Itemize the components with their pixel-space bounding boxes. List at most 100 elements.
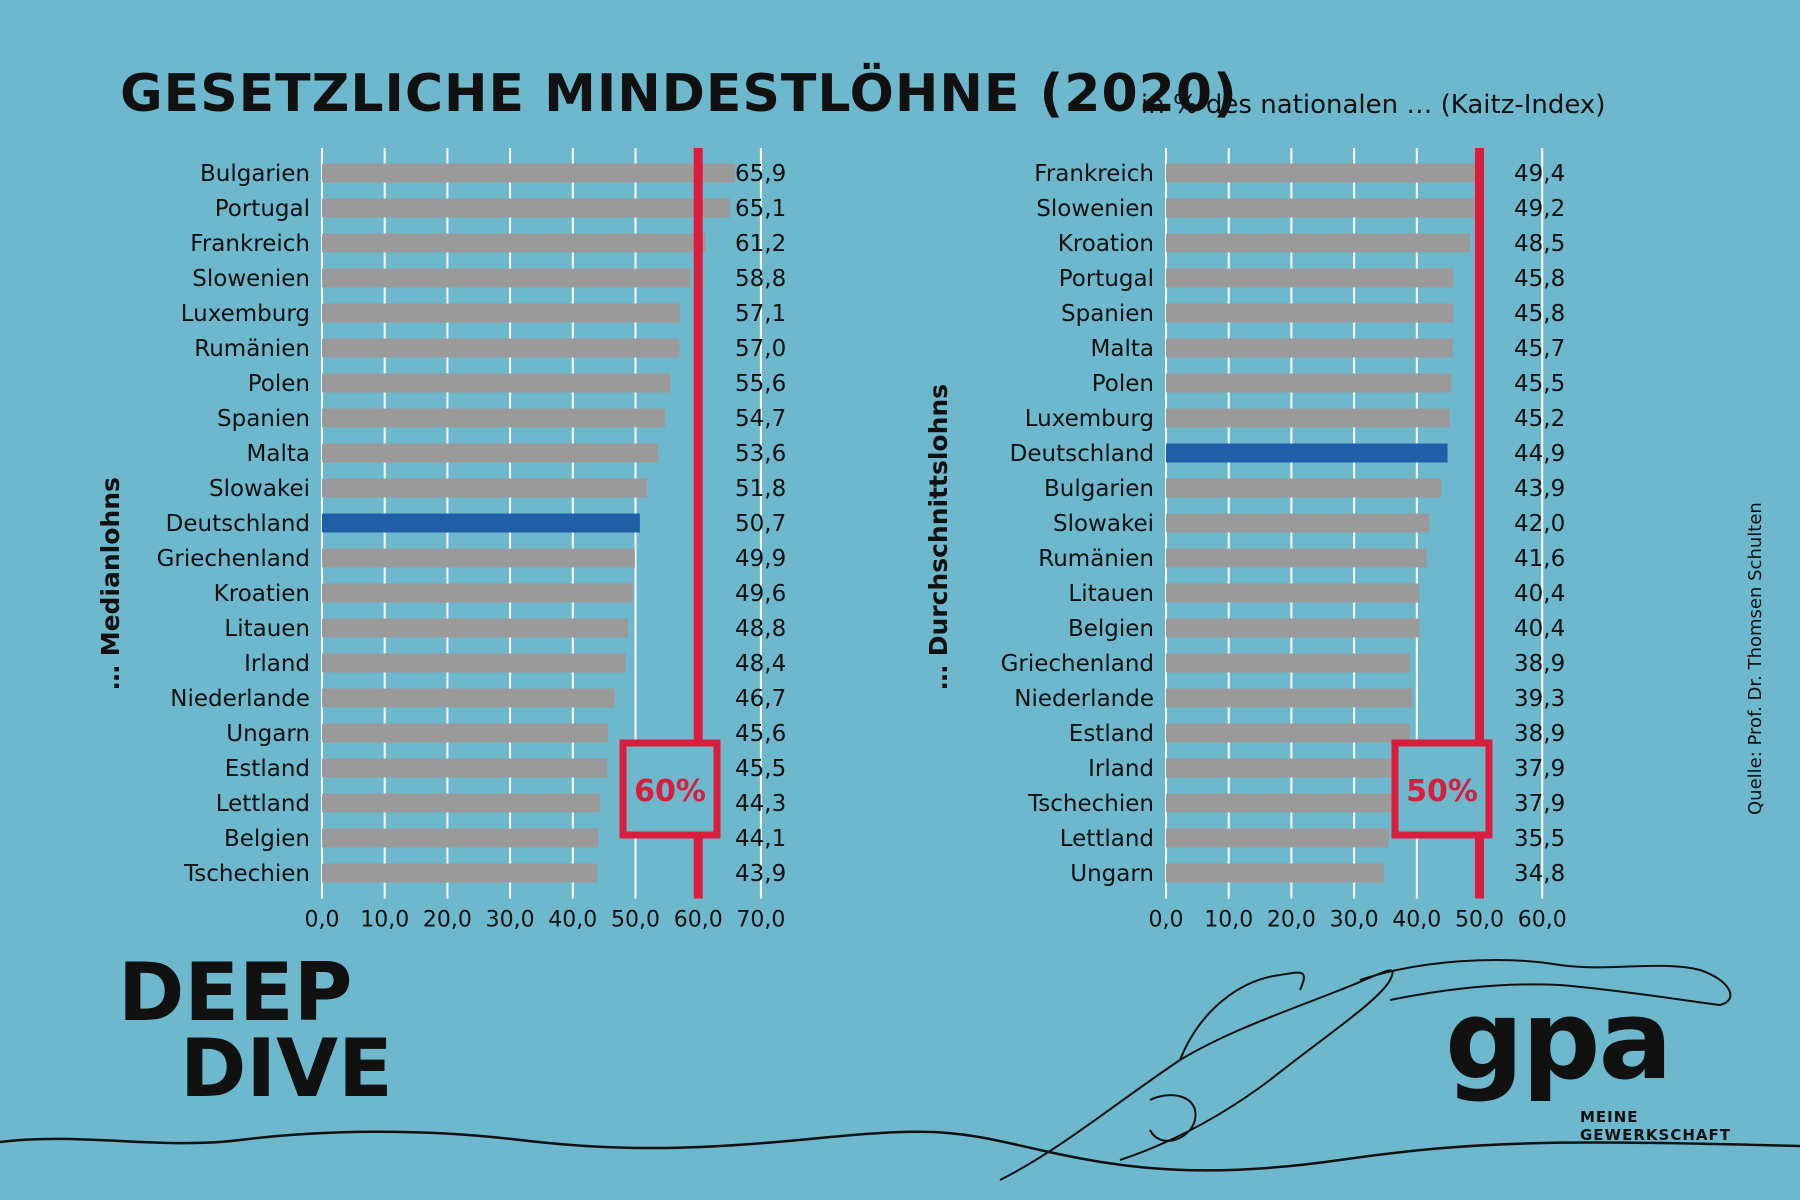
value-label: 49,2	[1514, 196, 1565, 222]
value-label: 54,7	[735, 406, 786, 432]
bar	[322, 828, 599, 848]
category-label: Slowenien	[192, 266, 310, 292]
deep-word: DEEP	[118, 946, 353, 1039]
bar	[322, 443, 659, 463]
x-tick-label: 40,0	[1392, 908, 1441, 933]
x-tick-label: 0,0	[305, 908, 340, 933]
value-label: 45,5	[735, 756, 786, 782]
value-label: 42,0	[1514, 511, 1565, 537]
value-label: 65,1	[735, 196, 786, 222]
value-label: 43,9	[1514, 476, 1565, 502]
bar	[322, 268, 691, 288]
value-label: 61,2	[735, 231, 786, 257]
value-label: 43,9	[735, 861, 786, 887]
value-label: 38,9	[1514, 721, 1565, 747]
bar	[322, 373, 671, 393]
gpa-tagline: MEINE GEWERKSCHAFT	[1580, 1108, 1731, 1144]
bar	[1166, 688, 1413, 708]
category-label: Belgien	[1068, 616, 1154, 642]
category-label: Tschechien	[1027, 791, 1154, 817]
x-tick-label: 30,0	[1330, 908, 1379, 933]
bar	[1166, 303, 1454, 323]
value-label: 45,5	[1514, 371, 1565, 397]
value-label: 44,9	[1514, 441, 1565, 467]
value-label: 46,7	[735, 686, 786, 712]
category-label: Deutschland	[166, 511, 310, 537]
category-label: Estland	[225, 756, 310, 782]
value-label: 45,8	[1514, 266, 1565, 292]
category-label: Portugal	[215, 196, 310, 222]
bar	[322, 723, 608, 743]
value-label: 45,2	[1514, 406, 1565, 432]
category-label: Slowakei	[1053, 511, 1154, 537]
chart-subtitle: in % des nationalen … (Kaitz-Index)	[1141, 90, 1606, 120]
bar	[322, 233, 706, 253]
x-tick-label: 20,0	[423, 908, 472, 933]
category-label: Portugal	[1059, 266, 1154, 292]
value-label: 49,4	[1514, 161, 1565, 187]
bar	[1166, 513, 1430, 533]
x-tick-label: 10,0	[360, 908, 409, 933]
category-label: Slowenien	[1036, 196, 1154, 222]
bar	[322, 303, 681, 323]
category-label: Luxemburg	[181, 301, 310, 327]
gpa-tagline-line2: GEWERKSCHAFT	[1580, 1126, 1731, 1144]
category-label: Malta	[1091, 336, 1154, 362]
bar	[1166, 548, 1427, 568]
value-label: 45,6	[735, 721, 786, 747]
threshold-label: 60%	[634, 774, 706, 809]
bar	[322, 338, 680, 358]
category-label: Malta	[247, 441, 310, 467]
category-label: Bulgarien	[200, 161, 310, 187]
category-label: Ungarn	[1070, 861, 1154, 887]
category-label: Irland	[1088, 756, 1154, 782]
bar	[1166, 163, 1476, 183]
bar	[1166, 653, 1410, 673]
bar	[322, 618, 628, 638]
category-label: Polen	[1092, 371, 1154, 397]
x-tick-label: 20,0	[1267, 908, 1316, 933]
bar	[322, 758, 608, 778]
bar	[1166, 723, 1410, 743]
x-tick-label: 70,0	[736, 908, 785, 933]
category-label: Belgien	[224, 826, 310, 852]
bar	[322, 478, 647, 498]
category-label: Griechenland	[1001, 651, 1154, 677]
value-label: 51,8	[735, 476, 786, 502]
category-label: Luxemburg	[1025, 406, 1154, 432]
category-label: Kroatien	[214, 581, 310, 607]
deep-dive-wordmark: DEEP DIVE	[118, 946, 393, 1109]
bar	[322, 548, 635, 568]
gpa-tagline-line1: MEINE	[1580, 1108, 1639, 1126]
category-label: Litauen	[1068, 581, 1154, 607]
value-label: 44,3	[735, 791, 786, 817]
chart-title: GESETZLICHE MINDESTLÖHNE (2020)	[120, 64, 1238, 124]
bar	[1166, 793, 1404, 813]
bar	[1166, 373, 1452, 393]
category-label: Spanien	[217, 406, 310, 432]
value-label: 58,8	[735, 266, 786, 292]
bar	[1166, 828, 1389, 848]
category-label: Deutschland	[1010, 441, 1154, 467]
value-label: 57,1	[735, 301, 786, 327]
value-label: 50,7	[735, 511, 786, 537]
value-label: 48,5	[1514, 231, 1565, 257]
bar	[1166, 338, 1453, 358]
bar	[322, 198, 731, 218]
value-label: 45,7	[1514, 336, 1565, 362]
value-label: 55,6	[735, 371, 786, 397]
category-label: Estland	[1069, 721, 1154, 747]
x-tick-label: 30,0	[486, 908, 535, 933]
category-label: Frankreich	[190, 231, 310, 257]
bar	[322, 583, 633, 603]
category-label: Lettland	[1060, 826, 1154, 852]
x-tick-label: 50,0	[1455, 908, 1504, 933]
category-label: Griechenland	[157, 546, 310, 572]
category-label: Polen	[248, 371, 310, 397]
value-label: 41,6	[1514, 546, 1565, 572]
category-label: Spanien	[1061, 301, 1154, 327]
value-label: 39,3	[1514, 686, 1565, 712]
bar	[1166, 478, 1442, 498]
category-label: Niederlande	[170, 686, 310, 712]
